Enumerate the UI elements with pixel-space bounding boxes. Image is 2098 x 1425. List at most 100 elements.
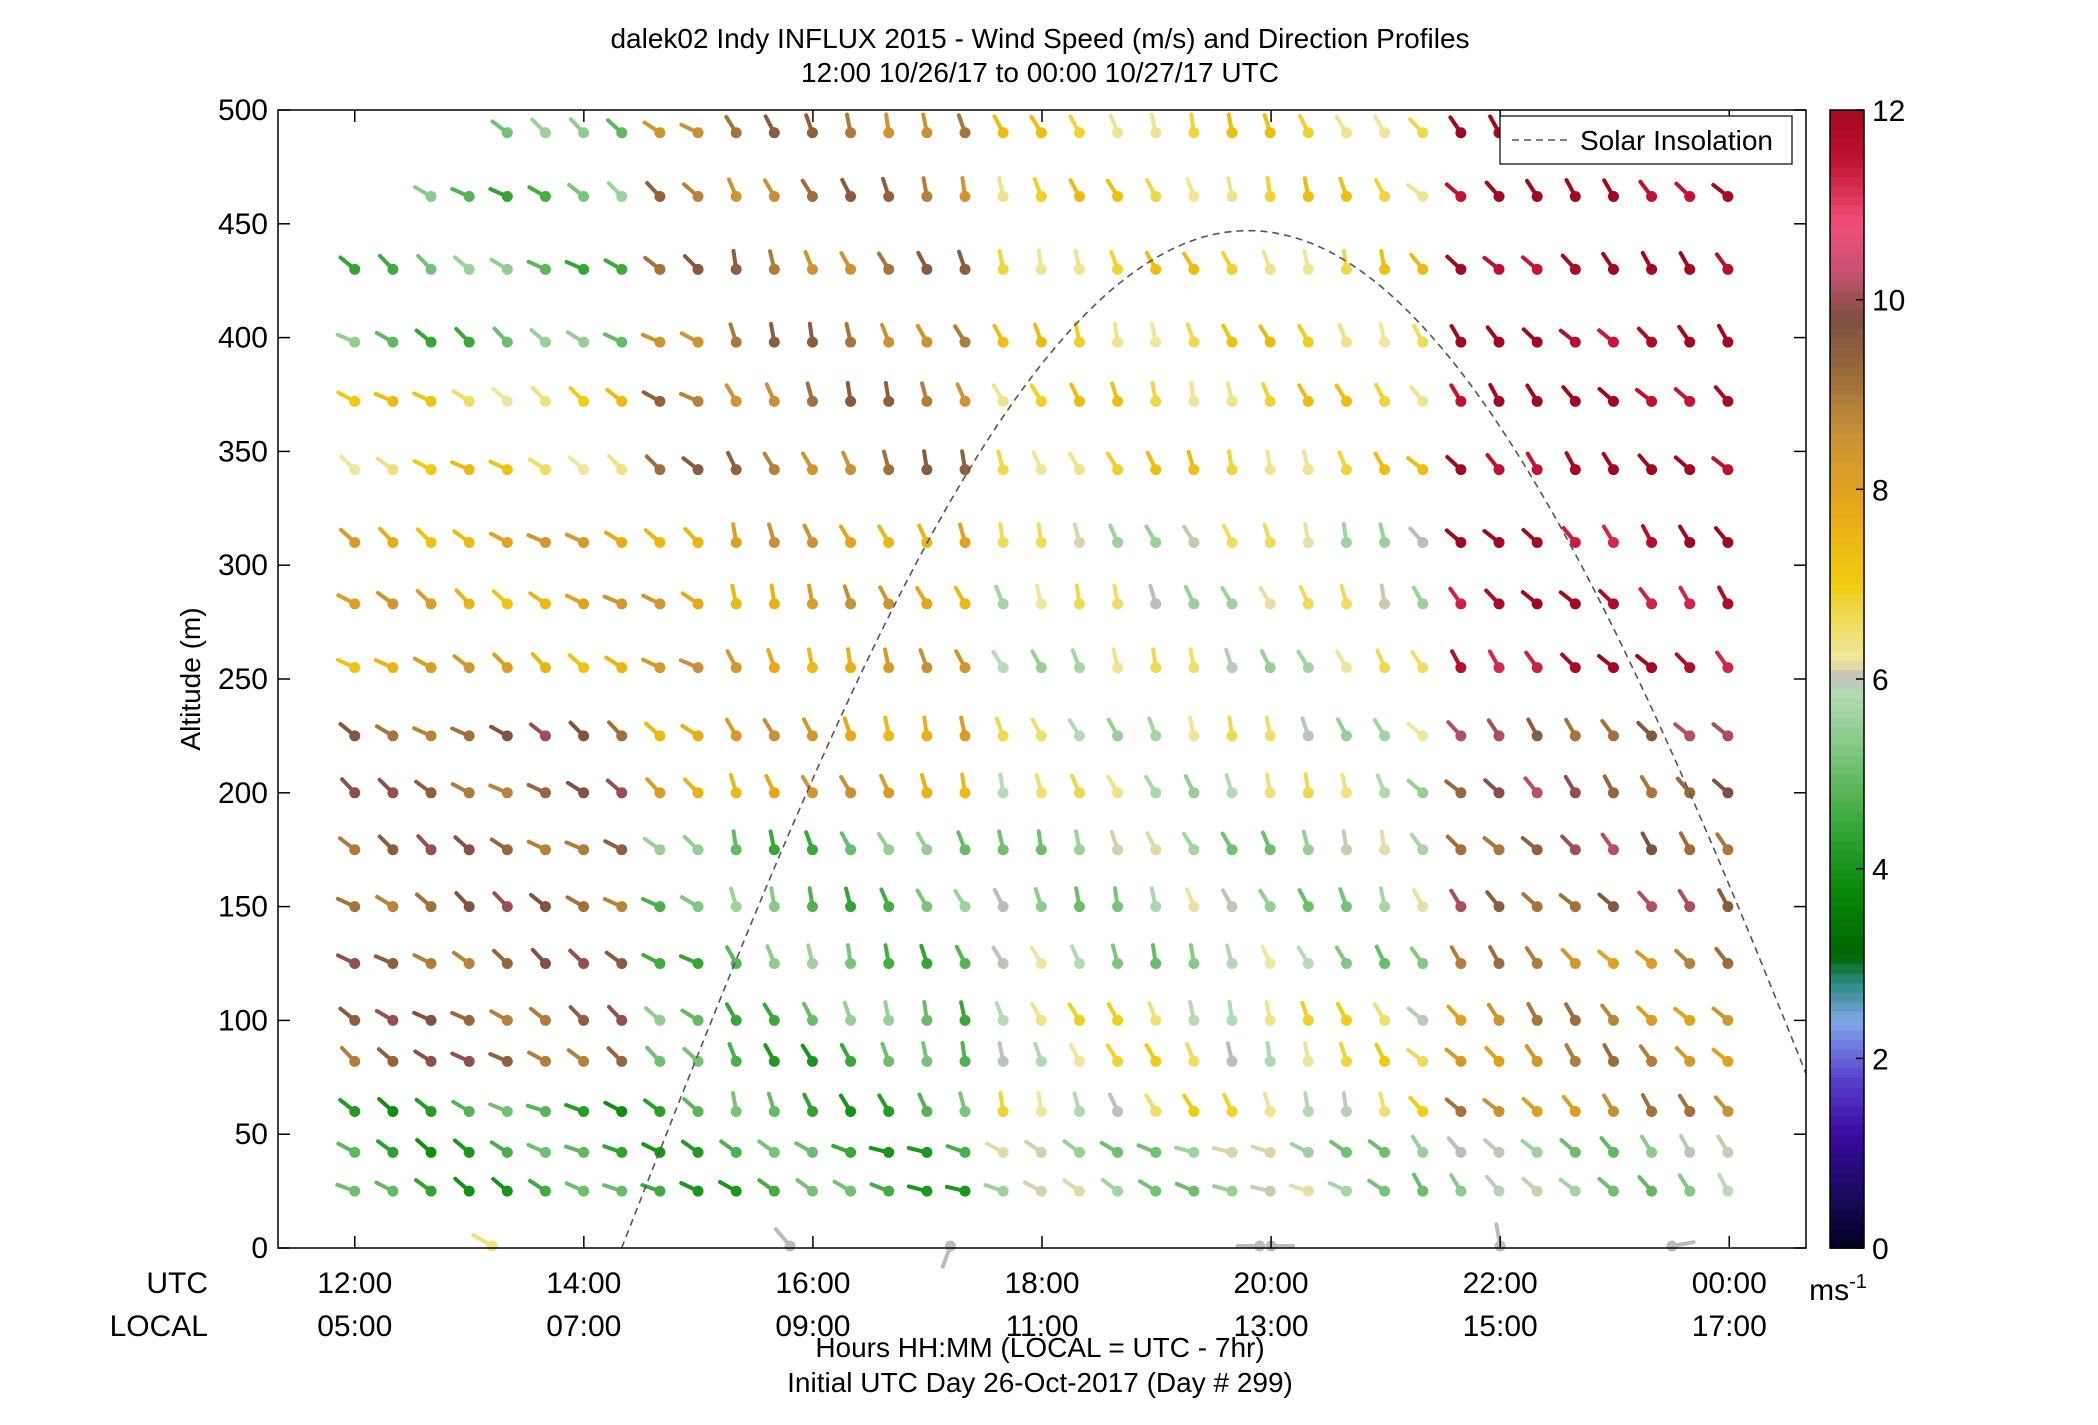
wind-barb — [1677, 1093, 1696, 1117]
wind-barb-head — [692, 1055, 704, 1067]
wind-barb — [1184, 1042, 1200, 1067]
wind-barb-head — [425, 787, 437, 799]
wind-barb-head — [1226, 844, 1238, 856]
wind-barb-head — [616, 730, 628, 742]
wind-barb-head — [387, 958, 399, 969]
wind-barb-head — [425, 901, 437, 913]
wind-barb-head — [501, 958, 513, 969]
wind-barb — [680, 723, 704, 742]
wind-barb-head — [768, 1014, 780, 1026]
wind-barb — [1406, 456, 1429, 476]
wind-barb — [1711, 182, 1734, 202]
wind-barb — [1182, 251, 1200, 275]
wind-barb — [845, 647, 857, 674]
wind-barb — [528, 1006, 551, 1026]
wind-barb-head — [1264, 1014, 1276, 1026]
wind-barb-head — [1035, 336, 1047, 348]
wind-barb-head — [1150, 464, 1162, 476]
wind-barb — [1482, 836, 1505, 856]
wind-barb-head — [425, 1105, 437, 1117]
chart-title: dalek02 Indy INFLUX 2015 - Wind Speed (m… — [610, 23, 1469, 54]
wind-barb — [1145, 831, 1162, 856]
wind-barb — [529, 892, 551, 913]
wind-barb-head — [883, 1105, 895, 1117]
wind-barb — [881, 449, 895, 476]
wind-barb — [1601, 524, 1619, 548]
wind-barb-head — [1455, 901, 1467, 913]
wind-barb-head — [1264, 730, 1276, 742]
wind-barb-head — [654, 336, 666, 348]
wind-barb-head — [1722, 1105, 1734, 1117]
wind-barb-head — [768, 190, 780, 202]
colorbar-segment — [1830, 954, 1864, 965]
wind-barb-head — [1493, 336, 1505, 348]
wind-barb — [414, 1178, 437, 1197]
wind-barb-head — [1646, 901, 1658, 913]
wind-barb-head — [883, 464, 895, 476]
wind-barb-head — [539, 464, 551, 476]
wind-barb — [1558, 328, 1581, 348]
wind-barb-head — [883, 127, 895, 139]
wind-barb — [1029, 114, 1047, 139]
wind-barb-head — [730, 598, 742, 610]
wind-barb — [1260, 830, 1276, 856]
wind-barb — [877, 1093, 895, 1117]
wind-barb — [1099, 1140, 1124, 1158]
wind-barb-head — [1150, 336, 1162, 348]
wind-barb-head — [1226, 1014, 1238, 1026]
wind-barb-head — [1340, 263, 1352, 275]
wind-barb — [1406, 1047, 1429, 1067]
wind-barb-head — [1073, 730, 1085, 742]
wind-barb — [488, 459, 513, 476]
wind-barb-head — [1035, 1185, 1047, 1197]
wind-barb — [1711, 722, 1734, 742]
wind-barb-head — [1302, 958, 1314, 969]
wind-barb-head — [1379, 395, 1391, 407]
wind-barb — [340, 777, 361, 799]
wind-barb-head — [997, 395, 1009, 407]
wind-barb — [994, 584, 1009, 610]
colorbar-segment — [1830, 271, 1864, 282]
wind-barb-head — [997, 958, 1009, 969]
wind-barb-head — [730, 730, 742, 742]
wind-barb-head — [578, 395, 590, 407]
wind-barb-head — [1112, 536, 1124, 548]
wind-barb — [724, 1002, 742, 1026]
wind-barb — [921, 176, 933, 202]
colorbar-segment — [1830, 612, 1864, 623]
wind-barb-head — [654, 598, 666, 610]
colorbar-tick-label: 10 — [1872, 285, 1905, 318]
wind-barb-head — [1188, 844, 1200, 856]
wind-barb — [906, 1184, 933, 1197]
wind-barb-head — [883, 1014, 895, 1026]
wind-barb — [413, 1049, 437, 1067]
wind-barb-head — [1607, 958, 1619, 969]
wind-barb — [527, 1050, 551, 1067]
wind-barb-head — [692, 263, 704, 275]
wind-barb — [1449, 383, 1467, 407]
wind-barb — [1262, 113, 1276, 139]
wind-barb-head — [539, 1105, 551, 1117]
wind-barb — [1145, 450, 1162, 476]
wind-barb-head — [463, 787, 475, 799]
wind-barb — [1137, 1179, 1162, 1197]
wind-barb-head — [1379, 662, 1391, 674]
wind-barb-head — [1455, 1105, 1467, 1117]
wind-barb-head — [616, 536, 628, 548]
wind-barb-head — [1073, 1055, 1085, 1067]
wind-barb — [1679, 1133, 1696, 1158]
wind-barb-head — [1226, 958, 1238, 969]
wind-barb-head — [1646, 395, 1658, 407]
wind-barb-head — [921, 958, 933, 969]
wind-barb — [768, 249, 780, 275]
wind-barb — [416, 834, 437, 856]
wind-barb — [1639, 774, 1658, 799]
wind-barb-head — [654, 958, 666, 969]
wind-barb-head — [883, 336, 895, 348]
wind-barb — [724, 114, 742, 139]
plot-area — [335, 112, 1807, 1269]
wind-barb — [804, 830, 818, 856]
wind-barb — [1182, 524, 1200, 548]
wind-barb — [1488, 945, 1505, 969]
wind-barb — [338, 721, 361, 742]
